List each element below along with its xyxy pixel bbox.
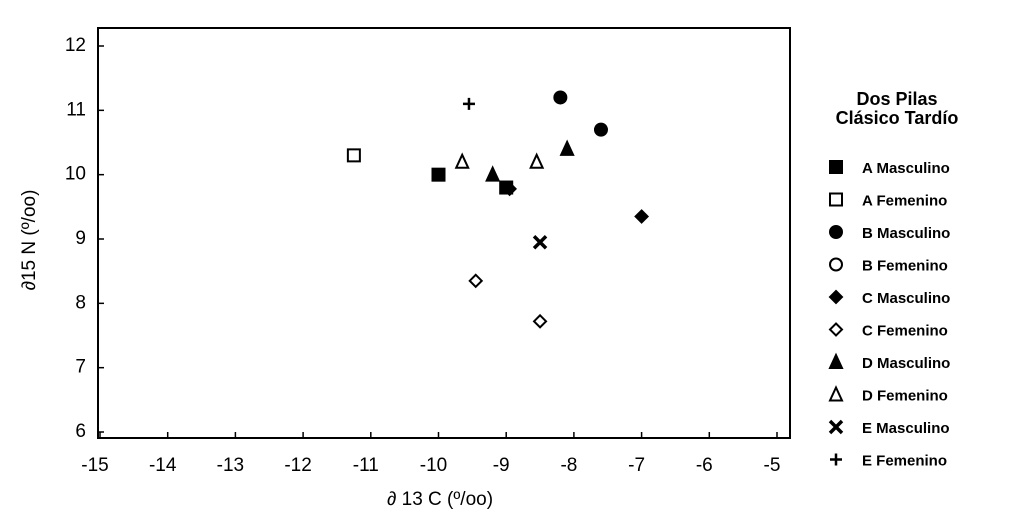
legend-marker xyxy=(828,322,844,337)
legend-label: E Femenino xyxy=(862,452,947,469)
x-tick-label: -5 xyxy=(764,455,781,476)
legend-label: C Femenino xyxy=(862,322,948,339)
x-axis-label: ∂ 13 C (º/oo) xyxy=(387,489,493,510)
legend-label: D Femenino xyxy=(862,387,948,404)
y-tick-label: 7 xyxy=(75,357,86,378)
legend-label: A Femenino xyxy=(862,192,947,209)
legend-label: A Masculino xyxy=(862,160,950,177)
y-tick-label: 9 xyxy=(75,228,86,249)
point xyxy=(485,165,501,182)
point xyxy=(529,152,545,169)
y-tick-label: 11 xyxy=(66,99,86,120)
legend-label: E Masculino xyxy=(862,420,950,437)
y-tick-label: 12 xyxy=(65,35,86,56)
y-axis-label: ∂15 N (º/oo) xyxy=(19,190,40,291)
legend-marker xyxy=(829,192,843,207)
y-tick-label: 6 xyxy=(75,421,86,442)
legend-marker xyxy=(829,257,843,272)
x-tick-label: -9 xyxy=(493,455,510,476)
legend-label: D Masculino xyxy=(862,355,950,372)
point xyxy=(553,90,568,105)
point xyxy=(468,273,484,289)
x-tick-label: -8 xyxy=(560,455,577,476)
legend-label: B Masculino xyxy=(862,225,950,242)
x-tick-label: -13 xyxy=(217,455,244,476)
legend-label: B Femenino xyxy=(862,257,948,274)
legend-marker xyxy=(829,225,843,239)
x-tick-label: -10 xyxy=(420,455,447,476)
point xyxy=(502,181,517,197)
legend-marker xyxy=(828,385,844,402)
x-tick-label: -12 xyxy=(284,455,311,476)
x-tick-label: -7 xyxy=(628,455,645,476)
point xyxy=(532,234,548,250)
y-tick-label: 10 xyxy=(65,164,86,185)
point xyxy=(634,209,650,224)
x-tick-label: -6 xyxy=(696,455,713,476)
legend-title: Clásico Tardío xyxy=(836,108,959,128)
legend-marker xyxy=(828,419,844,435)
y-tick-label: 8 xyxy=(75,292,86,313)
legend-label: C Masculino xyxy=(862,290,950,307)
legend-marker xyxy=(828,352,844,369)
point xyxy=(431,167,446,182)
point xyxy=(559,139,575,156)
x-tick-label: -15 xyxy=(81,455,108,476)
x-tick-label: -11 xyxy=(353,455,379,476)
x-tick-label: -14 xyxy=(149,455,177,476)
legend-marker xyxy=(830,453,842,466)
point xyxy=(462,97,475,110)
legend-marker xyxy=(828,289,844,305)
point xyxy=(593,122,608,137)
plot-frame xyxy=(97,27,791,439)
legend-marker xyxy=(829,160,843,174)
point xyxy=(346,148,361,163)
point xyxy=(532,313,548,329)
point xyxy=(454,152,470,169)
legend-title: Dos Pilas xyxy=(856,89,937,109)
